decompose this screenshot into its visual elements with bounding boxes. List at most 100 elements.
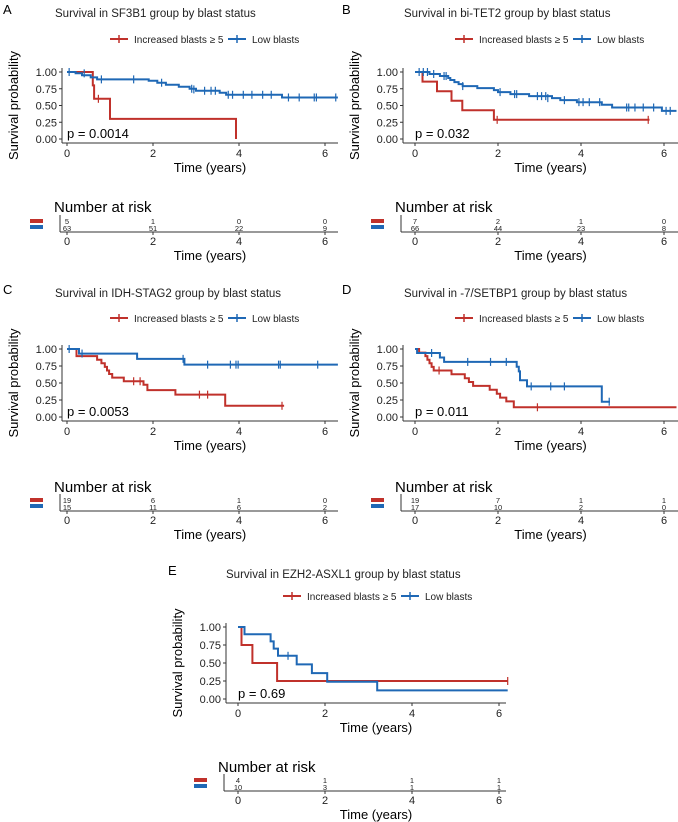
chart-title: Survival in IDH-STAG2 group by blast sta… [55, 288, 281, 300]
x-tick-label: 2 [322, 708, 328, 720]
risk-table-title: Number at risk [54, 479, 152, 496]
at-risk-count-increased: 1 [579, 496, 583, 505]
y-tick-label: 0.25 [377, 117, 398, 129]
risk-x-tick-label: 0 [64, 236, 70, 248]
at-risk-count-increased: 2 [496, 217, 500, 226]
y-tick-label: 0.50 [377, 378, 398, 390]
at-risk-count-increased: 1 [237, 496, 241, 505]
chart-title: Survival in bi-TET2 group by blast statu… [404, 8, 611, 20]
at-risk-count-low: 1 [497, 783, 501, 792]
at-risk-count-increased: 1 [151, 217, 155, 226]
panel-b: B Survival in bi-TET2 group by blast stat… [342, 2, 678, 263]
panel-c: C Survival in IDH-STAG2 group by blast st… [3, 282, 338, 542]
x-tick-label: 6 [322, 426, 328, 438]
at-risk-count-low: 23 [577, 224, 585, 233]
risk-x-tick-label: 4 [409, 795, 415, 807]
legend-label-low: Low blasts [252, 35, 299, 46]
y-tick-label: 0.00 [36, 134, 57, 146]
risk-x-tick-label: 4 [236, 236, 242, 248]
x-tick-label: 4 [578, 148, 584, 160]
risk-x-tick-label: 4 [578, 515, 584, 527]
y-tick-label: 0.75 [36, 84, 57, 96]
risk-x-tick-label: 4 [578, 236, 584, 248]
at-risk-count-low: 11 [149, 503, 157, 512]
at-risk-count-low: 51 [149, 224, 157, 233]
at-risk-count-increased: 7 [413, 217, 417, 226]
p-value: p = 0.69 [238, 686, 285, 701]
y-tick-label: 0.25 [36, 395, 57, 407]
at-risk-count-increased: 1 [662, 496, 666, 505]
p-value: p = 0.011 [415, 404, 469, 419]
at-risk-count-increased: 1 [410, 776, 414, 785]
risk-table-title: Number at risk [395, 199, 493, 216]
risk-x-axis-title: Time (years) [174, 527, 246, 542]
x-axis-title: Time (years) [340, 720, 412, 735]
risk-x-tick-label: 2 [150, 515, 156, 527]
risk-legend-swatch-increased [194, 778, 207, 782]
km-curve-low [67, 348, 338, 366]
risk-legend-swatch-increased [30, 498, 43, 502]
risk-table-title: Number at risk [54, 199, 152, 216]
at-risk-count-low: 0 [662, 503, 666, 512]
x-tick-label: 0 [64, 148, 70, 160]
risk-x-tick-label: 0 [235, 795, 241, 807]
p-value: p = 0.0014 [67, 126, 129, 141]
x-axis-title: Time (years) [514, 160, 586, 175]
at-risk-count-increased: 0 [323, 217, 327, 226]
legend: Increased blasts ≥ 5 Low blasts [110, 35, 299, 46]
at-risk-count-low: 10 [234, 783, 242, 792]
x-tick-label: 2 [150, 426, 156, 438]
km-curve-low [238, 626, 508, 692]
panel-letter: E [168, 563, 177, 578]
at-risk-count-low: 22 [235, 224, 243, 233]
risk-x-tick-label: 2 [322, 795, 328, 807]
y-tick-label: 0.25 [200, 676, 221, 688]
panel-letter: B [342, 2, 351, 17]
risk-x-tick-label: 2 [495, 515, 501, 527]
at-risk-count-low: 1 [410, 783, 414, 792]
legend-label-low: Low blasts [597, 35, 644, 46]
y-tick-label: 0.00 [377, 412, 398, 424]
x-tick-label: 0 [235, 708, 241, 720]
x-tick-label: 0 [412, 426, 418, 438]
at-risk-count-low: 6 [237, 503, 241, 512]
y-tick-label: 0.00 [36, 412, 57, 424]
x-axis-title: Time (years) [174, 160, 246, 175]
legend: Increased blasts ≥ 5 Low blasts [283, 592, 472, 603]
at-risk-count-low: 17 [411, 503, 419, 512]
y-tick-label: 0.25 [36, 117, 57, 129]
y-tick-label: 1.00 [200, 622, 221, 634]
y-tick-label: 0.50 [36, 378, 57, 390]
risk-x-tick-label: 0 [412, 236, 418, 248]
risk-legend-swatch-increased [371, 219, 384, 223]
risk-legend-swatch-low [30, 504, 43, 508]
legend: Increased blasts ≥ 5 Low blasts [455, 35, 644, 46]
risk-legend-swatch-increased [371, 498, 384, 502]
risk-x-tick-label: 6 [496, 795, 502, 807]
legend-label-increased: Increased blasts ≥ 5 [479, 314, 569, 325]
km-curve-increased [238, 626, 508, 682]
y-tick-label: 0.75 [377, 361, 398, 373]
risk-legend-swatch-low [30, 225, 43, 229]
at-risk-count-low: 2 [579, 503, 583, 512]
legend: Increased blasts ≥ 5 Low blasts [455, 314, 644, 325]
risk-x-tick-label: 6 [322, 515, 328, 527]
y-tick-label: 0.50 [377, 101, 398, 113]
p-value: p = 0.032 [415, 126, 470, 141]
x-tick-label: 4 [236, 426, 242, 438]
at-risk-count-low: 2 [323, 503, 327, 512]
at-risk-count-low: 63 [63, 224, 71, 233]
y-axis-title: Survival probability [347, 328, 362, 438]
y-tick-label: 0.75 [200, 640, 221, 652]
km-curve-increased [415, 71, 650, 121]
risk-legend-swatch-low [371, 504, 384, 508]
y-tick-label: 0.75 [36, 361, 57, 373]
panel-a: A Survival in SF3B1 group by blast status… [3, 2, 338, 263]
legend-label-low: Low blasts [425, 592, 472, 603]
x-tick-label: 0 [64, 426, 70, 438]
y-tick-label: 0.75 [377, 84, 398, 96]
at-risk-count-increased: 0 [237, 217, 241, 226]
